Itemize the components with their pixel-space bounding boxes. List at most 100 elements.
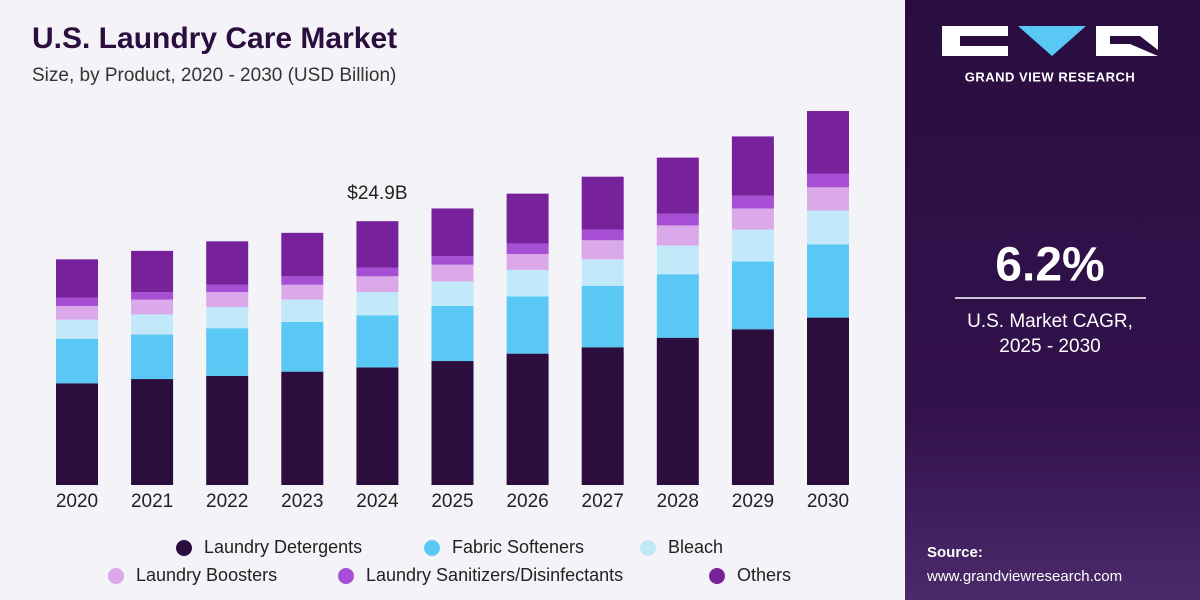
bar-segment (56, 259, 98, 298)
bar-segment (131, 314, 174, 335)
x-tick-label: 2021 (131, 491, 173, 512)
bar-segment (281, 299, 324, 322)
bar-segment (356, 221, 399, 268)
total-label: $24.9B (347, 183, 407, 204)
bar-segment (656, 157, 699, 214)
bar-segment (431, 256, 474, 265)
bar-segment (506, 269, 549, 297)
legend-label: Bleach (668, 537, 723, 557)
bar-segment (731, 136, 774, 196)
chart-title: U.S. Laundry Care Market (32, 22, 397, 55)
side-panel (905, 0, 1200, 600)
bar-segment (807, 111, 849, 174)
source-url: www.grandviewresearch.com (926, 568, 1122, 585)
cagr-label: 2025 - 2030 (999, 336, 1100, 357)
bar-segment (356, 315, 399, 368)
bar-segment (431, 264, 474, 282)
bar-segment (581, 240, 624, 260)
bar-segment (56, 338, 98, 384)
bar-segment (281, 371, 324, 485)
x-tick-label: 2026 (506, 491, 548, 512)
bar-segment (656, 274, 699, 338)
bar-segment (431, 281, 474, 306)
bar-segment (131, 292, 174, 300)
bar-segment (206, 241, 249, 285)
bar-segment (431, 208, 474, 257)
bar-segment (281, 284, 324, 300)
logo (942, 26, 1158, 56)
x-tick-label: 2020 (56, 491, 98, 512)
bar-segment (581, 259, 624, 286)
x-tick-label: 2030 (807, 491, 849, 512)
bar-segment (206, 328, 249, 376)
legend-swatch (338, 568, 354, 584)
bar-segment (731, 208, 774, 230)
x-tick-label: 2029 (732, 491, 774, 512)
legend-swatch (108, 568, 124, 584)
bar-segment (431, 305, 474, 362)
bar-segment (807, 317, 849, 485)
x-tick-label: 2024 (356, 491, 399, 512)
bar-segment (56, 305, 98, 320)
brand-name: GRAND VIEW RESEARCH (965, 69, 1136, 84)
chart-subtitle: Size, by Product, 2020 - 2030 (USD Billi… (32, 65, 396, 86)
bar-segment (131, 334, 174, 380)
cagr-label: U.S. Market CAGR, (967, 311, 1133, 332)
bar-segment (131, 299, 174, 315)
legend-swatch (640, 540, 656, 556)
bar-segment (281, 232, 324, 277)
bar-segment (581, 285, 624, 348)
bar-segment (56, 319, 98, 339)
bar-segment (656, 337, 699, 485)
bar-segment (731, 195, 774, 209)
legend-swatch (709, 568, 725, 584)
legend-label: Others (737, 565, 791, 585)
legend-label: Laundry Detergents (204, 537, 362, 557)
bar-segment (807, 187, 849, 211)
bar-segment (656, 225, 699, 246)
bar-segment (281, 276, 324, 285)
cagr-value: 6.2% (995, 239, 1104, 292)
bar-segment (431, 361, 474, 485)
bar-segment (506, 193, 549, 244)
bar-segment (131, 250, 174, 293)
x-tick-label: 2025 (431, 491, 473, 512)
bar-segment (206, 284, 249, 293)
legend-swatch (176, 540, 192, 556)
bar-segment (731, 229, 774, 262)
bar-segment (356, 367, 399, 485)
bar-segment (506, 254, 549, 270)
bar-segment (206, 292, 249, 308)
bar-segment (506, 353, 549, 485)
bar-segment (56, 297, 98, 306)
legend-label: Laundry Sanitizers/Disinfectants (366, 565, 623, 585)
bar-segment (506, 296, 549, 354)
bar-segment (206, 307, 249, 329)
legend-label: Laundry Boosters (136, 565, 277, 585)
bar-segment (206, 375, 249, 485)
legend-label: Fabric Softeners (452, 537, 584, 557)
bar-segment (506, 243, 549, 255)
bar-segment (356, 276, 399, 293)
bar-segment (731, 261, 774, 330)
bar-segment (656, 213, 699, 226)
bar-segment (281, 321, 324, 372)
x-tick-label: 2022 (206, 491, 248, 512)
source-label: Source: (927, 544, 983, 561)
bar-segment (807, 244, 849, 318)
bar-segment (807, 210, 849, 245)
bar-segment (731, 329, 774, 485)
bar-segment (581, 229, 624, 241)
bar-segment (581, 347, 624, 485)
bar-segment (356, 292, 399, 316)
legend-swatch (424, 540, 440, 556)
bar-segment (656, 245, 699, 275)
x-tick-label: 2023 (281, 491, 323, 512)
bar-segment (56, 383, 98, 485)
bar-segment (131, 379, 174, 485)
x-tick-label: 2027 (582, 491, 624, 512)
bar-segment (581, 176, 624, 230)
x-tick-label: 2028 (657, 491, 699, 512)
bar-segment (356, 267, 399, 277)
